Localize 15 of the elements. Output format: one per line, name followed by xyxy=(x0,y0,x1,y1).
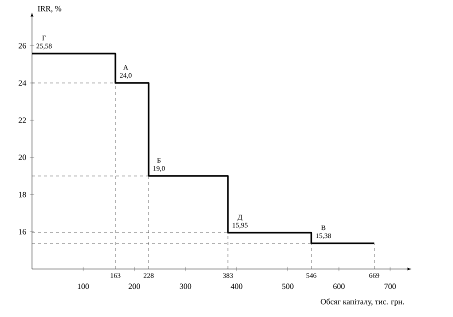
x-tick-label: 100 xyxy=(78,284,89,290)
x-tick-label: 700 xyxy=(384,284,396,290)
y-tick-label: 18 xyxy=(19,192,26,198)
x-tick-label: 300 xyxy=(180,284,192,290)
x-tick-label: 400 xyxy=(230,284,242,290)
y-tick-label: 26 xyxy=(18,43,26,48)
x-axis-title: Обсяг капіталу, тис. грн. xyxy=(320,298,404,306)
y-axis-title: IRR, % xyxy=(38,6,62,12)
x-tick-label: 200 xyxy=(128,284,140,290)
x-tick-label: 600 xyxy=(333,284,345,290)
y-tick-label: 22 xyxy=(18,118,26,123)
x-tick-label: 500 xyxy=(282,284,294,290)
y-tick-label: 24 xyxy=(18,80,26,86)
y-tick-label: 20 xyxy=(18,154,26,160)
y-tick-label: 16 xyxy=(19,229,26,234)
